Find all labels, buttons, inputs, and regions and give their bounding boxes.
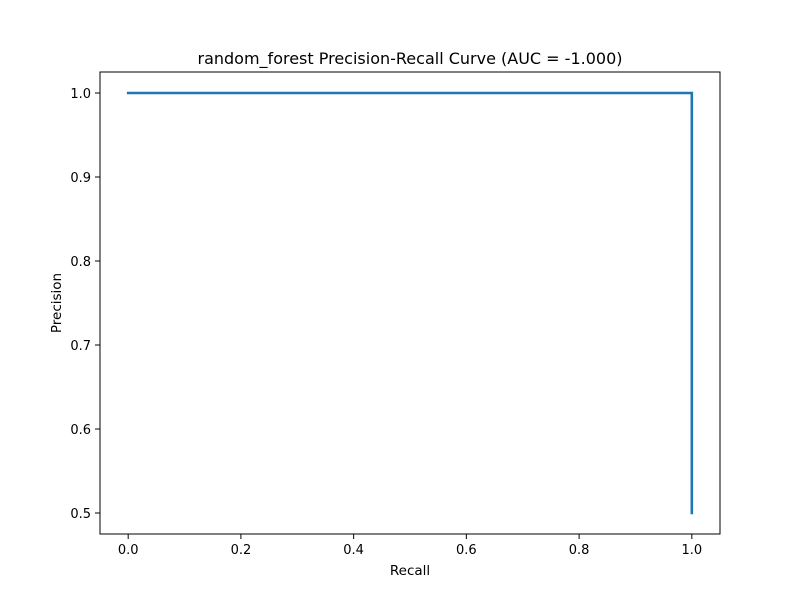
y-tick-label: 0.7	[70, 339, 91, 354]
axes-frame	[99, 71, 721, 535]
x-tick-label: 0.2	[231, 543, 252, 558]
x-tick-label: 0.0	[118, 543, 139, 558]
y-tick-label: 1.0	[70, 87, 91, 102]
x-axis-label: Recall	[390, 563, 430, 579]
y-tick-label: 0.9	[70, 171, 91, 186]
x-axis-ticks: 0.0 0.2 0.4 0.6 0.8 1.0	[118, 534, 702, 558]
x-tick-label: 0.8	[569, 543, 590, 558]
x-tick-label: 1.0	[681, 543, 702, 558]
y-tick-label: 0.6	[70, 423, 91, 438]
chart-title: random_forest Precision-Recall Curve (AU…	[198, 49, 623, 69]
series-layer	[126, 91, 694, 515]
y-tick-label: 0.8	[70, 255, 91, 270]
x-tick-label: 0.4	[343, 543, 364, 558]
y-axis-label: Precision	[49, 273, 65, 333]
plot-area	[99, 71, 721, 535]
precision-recall-curve	[126, 91, 694, 515]
y-tick-label: 0.5	[70, 507, 91, 522]
x-tick-label: 0.6	[456, 543, 477, 558]
y-axis-ticks: 0.5 0.6 0.7 0.8 0.9 1.0	[70, 87, 100, 522]
